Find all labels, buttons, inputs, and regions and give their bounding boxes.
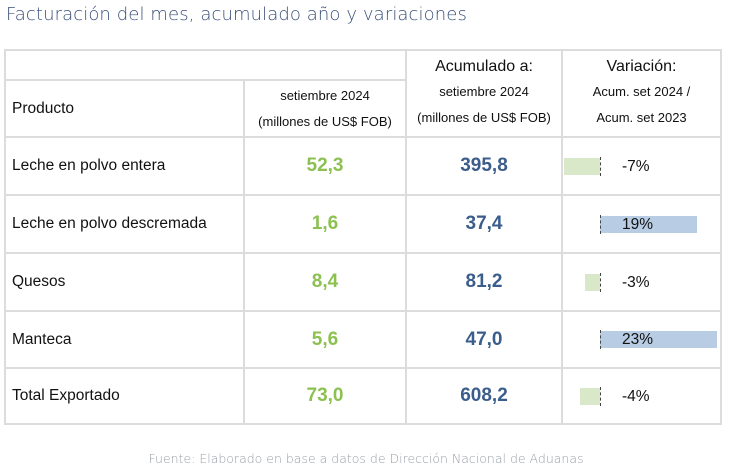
variation-bar bbox=[600, 331, 718, 348]
acum-value: 37,4 bbox=[465, 213, 503, 234]
header-product: Producto bbox=[12, 99, 75, 117]
variation-bar bbox=[579, 387, 600, 405]
header-acum: Acumulado a: setiembre 2024 (millones de… bbox=[407, 51, 561, 136]
variation-label: 23% bbox=[622, 331, 654, 348]
month-value: 5,6 bbox=[311, 328, 339, 350]
col-divider bbox=[405, 51, 407, 423]
acum-value: 47,0 bbox=[465, 328, 503, 350]
acum-value: 608,2 bbox=[460, 385, 508, 406]
header-acum-line2: (millones de US$ FOB) bbox=[417, 110, 551, 125]
header-variation-title: Variación: bbox=[606, 58, 677, 75]
acum-value: 395,8 bbox=[460, 155, 508, 176]
variation-axis bbox=[600, 386, 601, 406]
variation-bar bbox=[584, 273, 600, 291]
month-value: 73,0 bbox=[306, 385, 344, 406]
row-divider bbox=[6, 252, 720, 254]
header-variation-line1: Acum. set 2024 / bbox=[592, 84, 691, 99]
variation-label: -7% bbox=[622, 157, 650, 175]
row-divider bbox=[6, 194, 720, 196]
header-acum-line1: setiembre 2024 bbox=[439, 84, 529, 99]
variation-axis bbox=[600, 214, 601, 234]
product-label: Leche en polvo entera bbox=[12, 157, 166, 174]
variation-label: -4% bbox=[622, 387, 650, 405]
variation-bar bbox=[564, 157, 600, 175]
source-note: Fuente: Elaborado en base a datos de Dir… bbox=[148, 451, 584, 466]
row-divider bbox=[6, 367, 720, 369]
exports-table: Producto setiembre 2024 (millones de US$… bbox=[4, 49, 722, 425]
row-divider bbox=[6, 136, 720, 138]
acum-value: 81,2 bbox=[465, 271, 503, 292]
month-value: 1,6 bbox=[311, 213, 339, 234]
header-divider bbox=[6, 79, 406, 81]
variation-axis bbox=[600, 156, 601, 176]
header-month-line1: setiembre 2024 bbox=[280, 87, 370, 103]
col-divider bbox=[243, 79, 245, 423]
variation-axis bbox=[600, 330, 601, 349]
row-divider bbox=[6, 310, 720, 312]
header-variation: Variación: Acum. set 2024 / Acum. set 20… bbox=[563, 51, 720, 136]
col-divider bbox=[561, 51, 563, 423]
header-month-line2: (millones de US$ FOB) bbox=[258, 113, 392, 129]
product-label: Quesos bbox=[12, 273, 66, 290]
month-value: 52,3 bbox=[306, 155, 344, 176]
variation-axis bbox=[600, 272, 601, 292]
variation-bar bbox=[600, 215, 697, 233]
month-value: 8,4 bbox=[311, 271, 339, 292]
page-title: Facturación del mes, acumulado año y var… bbox=[6, 4, 467, 25]
product-label: Total Exportado bbox=[12, 387, 120, 404]
header-month: setiembre 2024 (millones de US$ FOB) bbox=[245, 81, 405, 136]
product-label: Manteca bbox=[12, 330, 72, 348]
variation-label: -3% bbox=[622, 273, 650, 291]
product-label: Leche en polvo descremada bbox=[12, 215, 207, 232]
variation-label: 19% bbox=[622, 215, 654, 233]
header-variation-line2: Acum. set 2023 bbox=[596, 110, 687, 125]
header-acum-title: Acumulado a: bbox=[435, 58, 533, 75]
